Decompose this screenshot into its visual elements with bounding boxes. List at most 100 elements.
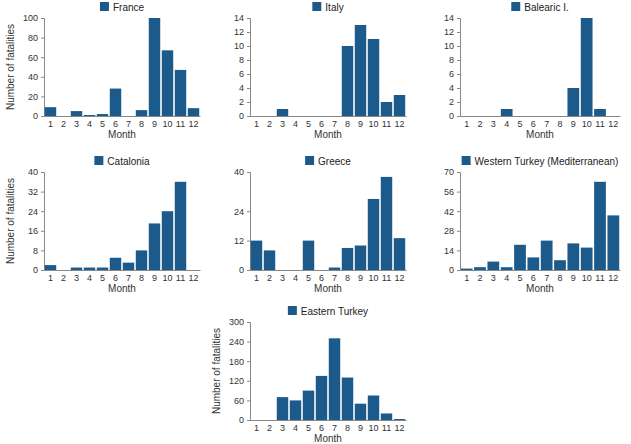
x-tick: 2 — [267, 273, 272, 283]
x-tick: 4 — [87, 273, 92, 283]
x-tick-label: 4 — [293, 423, 298, 433]
x-tick-label: 3 — [491, 119, 496, 129]
y-tick-label: 12 — [234, 27, 244, 37]
y-tick-mark — [41, 231, 44, 232]
bar — [290, 270, 301, 271]
x-tick-label: 10 — [582, 273, 592, 283]
bar — [149, 18, 160, 116]
legend-swatch — [288, 306, 297, 315]
y-tick-label: 12 — [444, 27, 454, 37]
y-tick: 70 — [444, 167, 460, 177]
x-tick-label: 10 — [162, 119, 172, 129]
y-tick-mark — [457, 32, 460, 33]
legend-label: Greece — [318, 156, 351, 167]
y-tick-label: 120 — [229, 376, 244, 386]
bar — [251, 420, 262, 421]
x-tick-label: 5 — [306, 423, 311, 433]
x-axis: 123456789101112 — [251, 271, 407, 284]
y-tick-mark — [247, 18, 250, 19]
legend-item: Western Turkey (Mediterranean) — [462, 156, 619, 167]
x-tick: 7 — [332, 423, 337, 433]
y-tick: 32 — [28, 187, 44, 197]
y-tick: 0 — [449, 111, 460, 121]
y-tick: 100 — [23, 13, 44, 23]
y-tick-mark — [457, 88, 460, 89]
x-tick: 8 — [557, 273, 562, 283]
x-tick-label: 3 — [74, 119, 79, 129]
bar — [342, 248, 353, 270]
x-axis-title: Month — [314, 433, 342, 444]
y-tick-label: 4 — [239, 83, 244, 93]
y-tick-label: 10 — [234, 41, 244, 51]
bar — [84, 115, 95, 116]
x-tick-label: 11 — [595, 119, 604, 129]
y-tick: 14 — [444, 13, 460, 23]
y-tick-label: 40 — [28, 167, 38, 177]
x-tick: 10 — [162, 273, 172, 283]
y-tick: 6 — [239, 69, 250, 79]
x-tick: 11 — [176, 119, 185, 129]
legend-swatch — [100, 2, 109, 11]
x-tick: 3 — [74, 119, 79, 129]
x-tick-label: 4 — [293, 119, 298, 129]
y-tick-mark — [457, 192, 460, 193]
x-tick-label: 1 — [48, 119, 53, 129]
y-tick: 12 — [234, 27, 250, 37]
y-tick-label: 0 — [449, 265, 454, 275]
y-tick: 24 — [28, 207, 44, 217]
x-axis-title: Month — [526, 129, 554, 140]
y-tick: 60 — [234, 396, 250, 406]
x-tick-label: 2 — [477, 273, 482, 283]
legend-label: Italy — [325, 2, 343, 13]
y-axis: 02468101214 — [444, 13, 461, 121]
bar — [251, 116, 262, 117]
bar — [394, 95, 405, 116]
bar — [329, 268, 340, 270]
bar — [188, 270, 199, 271]
y-tick-mark — [457, 116, 460, 117]
y-tick-mark — [457, 18, 460, 19]
bar — [97, 114, 108, 116]
y-tick: 56 — [444, 187, 460, 197]
x-tick: 9 — [152, 119, 157, 129]
x-tick-label: 11 — [595, 273, 604, 283]
bar — [368, 39, 379, 116]
x-axis-line — [251, 420, 407, 421]
bar — [45, 265, 56, 270]
y-tick-mark — [41, 57, 44, 58]
x-tick-label: 6 — [319, 273, 324, 283]
x-tick-label: 12 — [608, 273, 618, 283]
y-tick: 0 — [33, 265, 44, 275]
x-tick: 4 — [293, 423, 298, 433]
x-tick-label: 5 — [517, 119, 522, 129]
x-tick-label: 8 — [345, 423, 350, 433]
chart-panel: 020406080100123456789101112MonthNumber o… — [5, 2, 201, 140]
x-tick: 4 — [293, 119, 298, 129]
y-axis-line — [457, 19, 461, 117]
bar — [607, 215, 619, 270]
y-tick-label: 14 — [444, 13, 454, 23]
x-axis-line — [251, 270, 407, 271]
legend-swatch — [305, 156, 314, 165]
y-tick-label: 2 — [449, 97, 454, 107]
bar — [594, 182, 606, 270]
x-tick-label: 8 — [557, 273, 562, 283]
x-tick-label: 10 — [368, 119, 378, 129]
bar — [188, 108, 199, 116]
x-tick: 1 — [254, 273, 259, 283]
x-tick-label: 2 — [267, 423, 272, 433]
y-tick-label: 14 — [234, 13, 244, 23]
y-tick-mark — [41, 211, 44, 212]
bar — [567, 88, 579, 116]
y-tick-label: 60 — [28, 53, 38, 63]
x-axis-title: Month — [108, 283, 136, 294]
bar — [316, 376, 327, 420]
x-axis-line — [45, 270, 201, 271]
x-tick: 11 — [595, 119, 604, 129]
x-tick-label: 9 — [358, 273, 363, 283]
bar — [501, 267, 513, 270]
y-tick-mark — [41, 250, 44, 251]
y-tick-mark — [41, 18, 44, 19]
y-tick-label: 14 — [444, 246, 454, 256]
y-tick-mark — [247, 241, 250, 242]
